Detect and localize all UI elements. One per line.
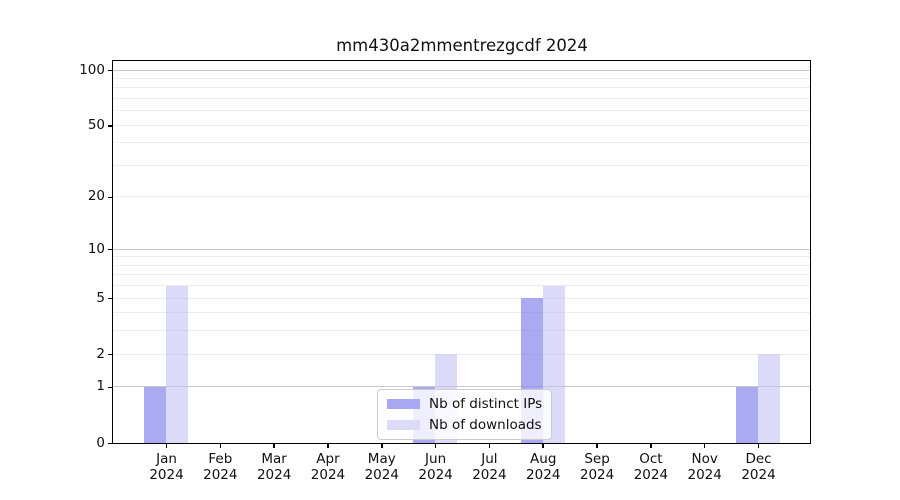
x-tick-mark [542,443,544,448]
major-gridline [113,386,810,388]
x-tick-mark [165,443,168,448]
legend-swatch-downloads [387,420,420,430]
x-tick-mark [650,443,652,448]
x-tick-year: 2024 [579,466,615,483]
y-tick-label: 20 [87,188,105,205]
bar-downloads [166,285,188,443]
minor-gridline [113,165,810,166]
x-tick-mark [488,443,491,448]
x-tick-year: 2024 [149,466,184,483]
x-tick-month: Apr [316,451,340,467]
x-tick-month: Jan [156,451,177,467]
bar-downloads [758,354,780,443]
x-tick-label: Nov 2024 [673,451,737,483]
minor-gridline [113,274,810,276]
x-tick-mark [219,443,222,448]
x-tick-label: Dec 2024 [727,451,791,483]
x-tick-mark [381,443,383,448]
minor-gridline [113,98,810,100]
minor-gridline [113,312,810,314]
x-tick-label: Sep 2024 [565,451,629,483]
y-tick-mark [107,353,113,356]
minor-gridline [113,142,810,144]
minor-gridline [113,196,810,198]
x-tick-mark [596,443,598,448]
x-tick-mark [273,443,275,448]
y-tick-label: 2 [96,345,105,362]
x-tick-month: Sep [584,451,610,467]
x-tick-month: Aug [530,451,557,467]
legend-label-downloads: Nb of downloads [429,417,542,433]
x-tick-year: 2024 [472,466,507,483]
x-tick-label: Oct 2024 [619,451,683,483]
minor-gridline [113,124,810,126]
x-tick-year: 2024 [203,466,238,483]
y-tick-mark [107,297,113,300]
y-tick-mark [107,125,113,127]
x-tick-year: 2024 [256,466,292,483]
major-gridline [113,248,810,250]
x-tick-mark [327,443,329,448]
y-tick-label: 50 [87,116,105,133]
legend: Nb of distinct IPs Nb of downloads [377,389,553,440]
y-tick-label: 100 [79,61,105,78]
x-tick-year: 2024 [418,466,453,483]
x-tick-label: Jul 2024 [457,451,521,483]
x-tick-year: 2024 [633,466,669,483]
x-tick-label: Feb 2024 [188,451,252,483]
x-tick-month: Mar [261,451,287,467]
bar-distinct-ips [144,386,166,443]
minor-gridline [113,285,810,287]
y-tick-label: 1 [96,378,105,395]
x-tick-mark [434,443,437,448]
y-tick-label: 10 [87,240,105,257]
x-tick-mark [703,443,706,448]
y-tick-label: 5 [96,289,105,306]
x-tick-year: 2024 [741,466,776,483]
bar-distinct-ips [736,386,759,443]
x-tick-label: May 2024 [350,451,414,483]
minor-gridline [113,297,810,299]
y-tick-mark [107,248,113,251]
plot-area: Nb of distinct IPs Nb of downloads [112,60,811,444]
x-tick-year: 2024 [687,466,722,483]
x-tick-month: Oct [639,451,663,467]
y-tick-mark [107,69,113,72]
minor-gridline [113,353,810,355]
minor-gridline [113,256,810,258]
x-tick-year: 2024 [310,466,346,483]
x-tick-month: Jun [425,451,447,467]
x-tick-label: Jun 2024 [404,451,468,483]
minor-gridline [113,87,810,89]
x-tick-label: Apr 2024 [296,451,360,483]
x-tick-month: Feb [208,451,233,467]
legend-item-distinct-ips: Nb of distinct IPs [387,396,542,412]
x-tick-month: Nov [691,451,718,467]
y-tick-mark [107,386,113,389]
x-tick-label: Mar 2024 [242,451,306,483]
minor-gridline [113,264,810,266]
x-tick-label: Aug 2024 [511,451,575,483]
minor-gridline [113,77,810,79]
legend-swatch-distinct-ips [387,399,420,409]
x-tick-mark [757,443,760,448]
minor-gridline [113,110,810,112]
y-tick-label: 0 [96,434,105,451]
x-tick-year: 2024 [526,466,561,483]
x-tick-month: May [367,451,396,467]
major-gridline [113,69,810,71]
chart-title: mm430a2mmentrezgcdf 2024 [336,36,588,55]
x-tick-year: 2024 [364,466,399,483]
y-tick-mark [107,442,113,445]
y-tick-mark [107,196,113,199]
x-tick-month: Dec [745,451,772,467]
legend-label-distinct-ips: Nb of distinct IPs [429,396,543,412]
x-tick-month: Jul [481,451,498,467]
legend-item-downloads: Nb of downloads [387,417,542,433]
x-tick-label: Jan 2024 [135,451,199,483]
minor-gridline [113,330,810,332]
